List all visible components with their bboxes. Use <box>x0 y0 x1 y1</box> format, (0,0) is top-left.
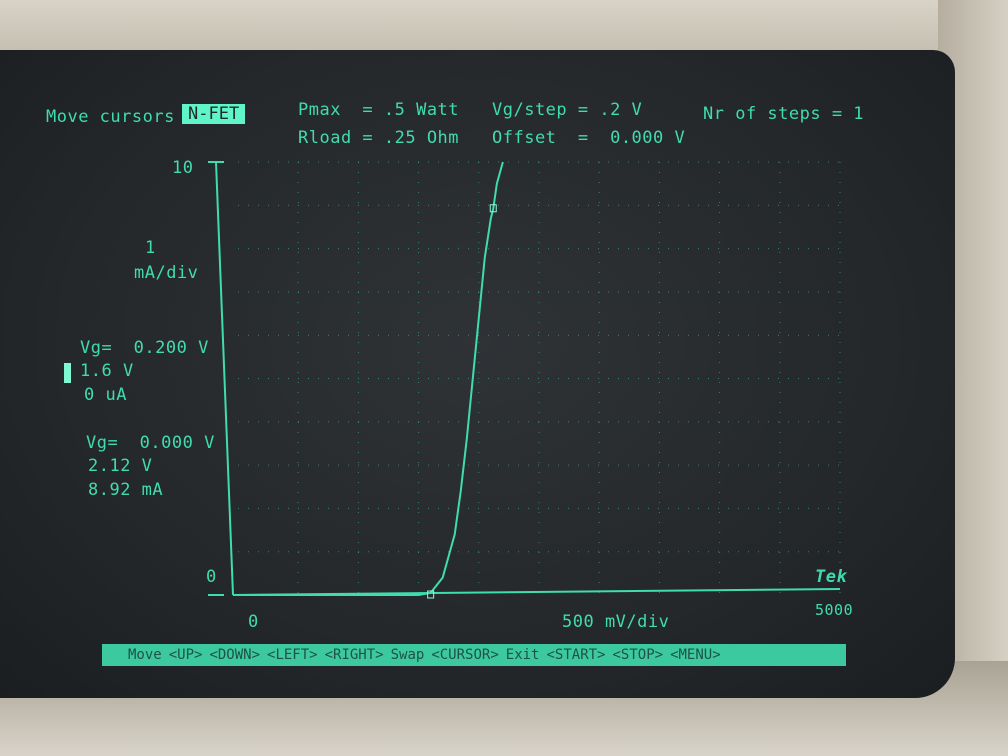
statusbar-item: <UP> <box>168 647 203 663</box>
rload-setting: Rload = .25 Ohm <box>298 128 460 148</box>
statusbar-item: <LEFT> <box>267 647 318 663</box>
statusbar-item: <CURSOR> <box>431 647 499 663</box>
steps-setting: Nr of steps = 1 <box>703 104 865 124</box>
mode-label: Move cursors <box>46 107 175 127</box>
y-axis-top-tick: 10 <box>172 158 194 178</box>
iv-curve-plot <box>208 161 841 599</box>
vg-step-setting: Vg/step = .2 V <box>492 100 643 120</box>
cursor1-vg: Vg= 0.200 V <box>80 338 209 358</box>
status-bar: Move <UP> <DOWN> <LEFT> <RIGHT> Swap <CURSOR> E… <box>102 644 846 666</box>
plot-grid <box>238 161 841 595</box>
y-scale-unit: mA/div <box>134 263 199 283</box>
x-axis-left-tick: 0 <box>248 612 259 632</box>
cursor-markers <box>427 204 497 599</box>
y-scale-value: 1 <box>145 238 156 258</box>
cursor1-current: 0 uA <box>84 385 127 405</box>
crt-screen: Move cursors N-FET Pmax = .5 Watt Rload … <box>0 50 955 698</box>
statusbar-item: <STOP> <box>612 647 664 663</box>
offset-setting: Offset = 0.000 V <box>492 128 686 148</box>
x-scale-label: 500 mV/div <box>562 612 670 632</box>
y-axis-bottom-tick: 0 <box>206 567 217 587</box>
y-axis-line <box>215 161 234 596</box>
active-cursor-marker <box>64 363 71 383</box>
device-type-badge[interactable]: N-FET <box>182 104 246 124</box>
cursor-marker-2 <box>489 204 497 213</box>
plot-axes <box>208 161 841 596</box>
cursor-marker-1 <box>427 590 435 599</box>
tek-logo: Tek <box>815 567 848 587</box>
x-axis-right-tick: 5000 <box>815 601 854 619</box>
cursor2-voltage: 2.12 V <box>88 456 153 476</box>
cursor2-vg: Vg= 0.000 V <box>86 433 215 453</box>
series-line <box>238 161 504 596</box>
statusbar-item: <MENU> <box>670 647 721 663</box>
statusbar-item: <DOWN> <box>209 647 261 663</box>
statusbar-item: Swap <box>390 647 425 663</box>
cursor1-voltage: 1.6 V <box>80 361 134 381</box>
statusbar-item: Exit <box>505 647 540 663</box>
pmax-setting: Pmax = .5 Watt <box>298 100 460 120</box>
statusbar-item: Move <box>128 647 162 663</box>
cursor2-current: 8.92 mA <box>88 480 164 500</box>
statusbar-item: <RIGHT> <box>324 647 384 663</box>
statusbar-item: <START> <box>546 647 606 663</box>
